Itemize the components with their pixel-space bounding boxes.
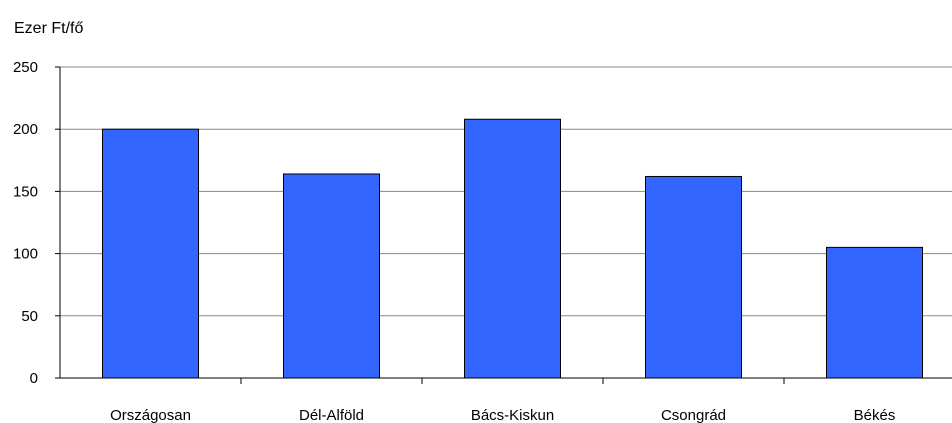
bar <box>826 246 923 379</box>
bar <box>283 173 380 379</box>
y-tick-label: 50 <box>21 308 38 325</box>
y-tick-label: 0 <box>30 370 38 387</box>
bars <box>102 118 923 379</box>
x-tick-label: Országosan <box>110 407 191 423</box>
x-tick-label: Dél-Alföld <box>299 407 364 423</box>
y-tick-label: 250 <box>13 59 38 76</box>
x-tick-labels: Országosan Dél-Alföld Bács-Kiskun Csongrád B… <box>110 407 895 423</box>
bar <box>464 118 561 379</box>
bar <box>645 175 742 379</box>
y-tick-label: 100 <box>13 246 38 263</box>
x-tick-label: Bács-Kiskun <box>471 407 554 423</box>
x-tick-label: Csongrád <box>661 407 726 423</box>
y-axis-unit-label: Ezer Ft/fő <box>14 20 84 37</box>
y-tick-label: 150 <box>13 183 38 200</box>
x-tick-label: Békés <box>854 407 896 423</box>
bar <box>102 128 199 379</box>
y-tick-labels: 0 50 100 150 200 250 <box>13 59 38 387</box>
y-tick-label: 200 <box>13 121 38 138</box>
